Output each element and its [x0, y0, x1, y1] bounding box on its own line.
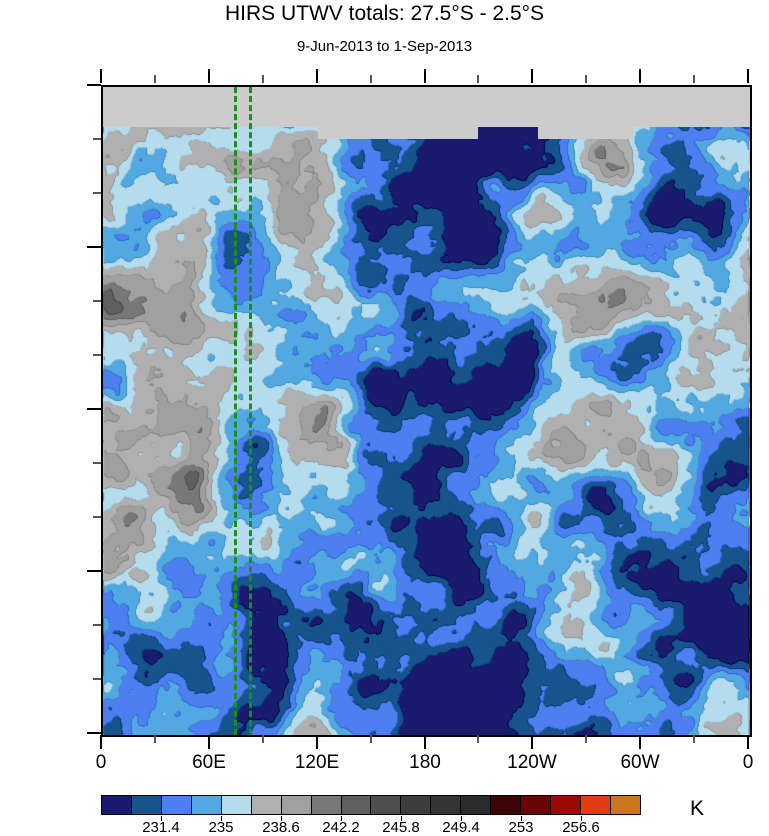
y-axis-major-tick	[87, 84, 101, 86]
x-axis-tick-label: 0	[742, 752, 754, 773]
meridian-marker-line-1	[234, 87, 237, 735]
y-axis-minor-tick	[93, 624, 101, 626]
y-axis-major-tick	[87, 408, 101, 410]
x-axis-major-tick	[639, 735, 641, 749]
colorbar-cell	[431, 796, 462, 814]
colorbar-cell	[131, 796, 162, 814]
x-axis-top-major-tick	[316, 69, 318, 83]
y-axis-minor-tick	[93, 138, 101, 140]
colorbar-cell	[491, 796, 522, 814]
colorbar-tick-label: 245.8	[382, 819, 420, 836]
x-axis-top-major-tick	[531, 69, 533, 83]
y-axis-major-tick	[87, 732, 101, 734]
colorbar-cell	[551, 796, 581, 814]
x-axis-top-major-tick	[747, 69, 749, 83]
colorbar-cell	[371, 796, 402, 814]
x-axis-top-minor-tick	[477, 75, 479, 83]
x-axis-top-major-tick	[639, 69, 641, 83]
page-title: HIRS UTWV totals: 27.5°S - 2.5°S	[224, 2, 545, 25]
y-axis-minor-tick	[93, 516, 101, 518]
missing-data-band-secondary	[318, 127, 478, 139]
colorbar-cell	[461, 796, 492, 814]
y-axis-major-tick	[87, 570, 101, 572]
colorbar-tick-label: 235	[208, 819, 234, 836]
colorbar-tick	[401, 816, 402, 821]
missing-data-band	[103, 87, 750, 127]
x-axis-tick-label: 120E	[294, 752, 340, 773]
colorbar-cell	[581, 796, 611, 814]
x-axis-minor-tick	[154, 735, 156, 743]
x-axis-top-minor-tick	[154, 75, 156, 83]
x-axis-minor-tick	[693, 735, 695, 743]
meridian-marker-line-2	[249, 87, 252, 735]
y-axis-minor-tick	[93, 678, 101, 680]
colorbar-cell	[281, 796, 312, 814]
x-axis-top-minor-tick	[585, 75, 587, 83]
colorbar-cell	[102, 796, 132, 814]
colorbar-cell	[341, 796, 372, 814]
x-axis-top-major-tick	[208, 69, 210, 83]
x-axis-top-minor-tick	[693, 75, 695, 83]
colorbar-cell	[521, 796, 552, 814]
x-axis-minor-tick	[262, 735, 264, 743]
colorbar-tick	[521, 816, 522, 821]
colorbar-tick-label: 231.4	[142, 819, 180, 836]
x-axis-tick-label: 120W	[507, 752, 557, 773]
colorbar-cell	[221, 796, 252, 814]
x-axis-major-tick	[208, 735, 210, 749]
colorbar-tick	[281, 816, 282, 821]
colorbar-tick-label: 249.4	[442, 819, 480, 836]
missing-data-band-tertiary	[538, 127, 633, 139]
y-axis-minor-tick	[93, 300, 101, 302]
x-axis-major-tick	[531, 735, 533, 749]
x-axis-minor-tick	[585, 735, 587, 743]
x-axis-major-tick	[100, 735, 102, 749]
colorbar-tick-label: 238.6	[262, 819, 300, 836]
x-axis-tick-label: 180	[409, 752, 441, 773]
colorbar-cell	[251, 796, 282, 814]
y-axis-minor-tick	[93, 354, 101, 356]
y-axis-major-tick	[87, 246, 101, 248]
page-subtitle: 9-Jun-2013 to 1-Sep-2013	[296, 38, 473, 55]
x-axis-tick-label: 60W	[620, 752, 660, 773]
colorbar-cell	[191, 796, 222, 814]
colorbar-tick	[461, 816, 462, 821]
x-axis-top-minor-tick	[370, 75, 372, 83]
x-axis-top-major-tick	[424, 69, 426, 83]
plot-area	[101, 85, 752, 737]
colorbar-cell	[610, 796, 640, 814]
colorbar-tick	[161, 816, 162, 821]
x-axis-minor-tick	[370, 735, 372, 743]
x-axis-top-major-tick	[100, 69, 102, 83]
y-axis-minor-tick	[93, 192, 101, 194]
colorbar-cell	[401, 796, 432, 814]
y-axis-minor-tick	[93, 462, 101, 464]
colorbar-tick	[341, 816, 342, 821]
colorbar-tick-label: 256.6	[562, 819, 600, 836]
colorbar-unit-label: K	[690, 797, 705, 820]
x-axis-tick-label: 60E	[192, 752, 226, 773]
colorbar-tick	[221, 816, 222, 821]
colorbar	[101, 795, 641, 815]
x-axis-major-tick	[424, 735, 426, 749]
x-axis-major-tick	[747, 735, 749, 749]
x-axis-tick-label: 0	[95, 752, 107, 773]
x-axis-top-minor-tick	[262, 75, 264, 83]
colorbar-tick	[581, 816, 582, 821]
colorbar-tick-label: 253	[508, 819, 534, 836]
x-axis-minor-tick	[477, 735, 479, 743]
heatmap-canvas	[103, 87, 750, 735]
colorbar-cell	[311, 796, 342, 814]
x-axis-major-tick	[316, 735, 318, 749]
colorbar-cell	[161, 796, 192, 814]
colorbar-tick-label: 242.2	[322, 819, 360, 836]
